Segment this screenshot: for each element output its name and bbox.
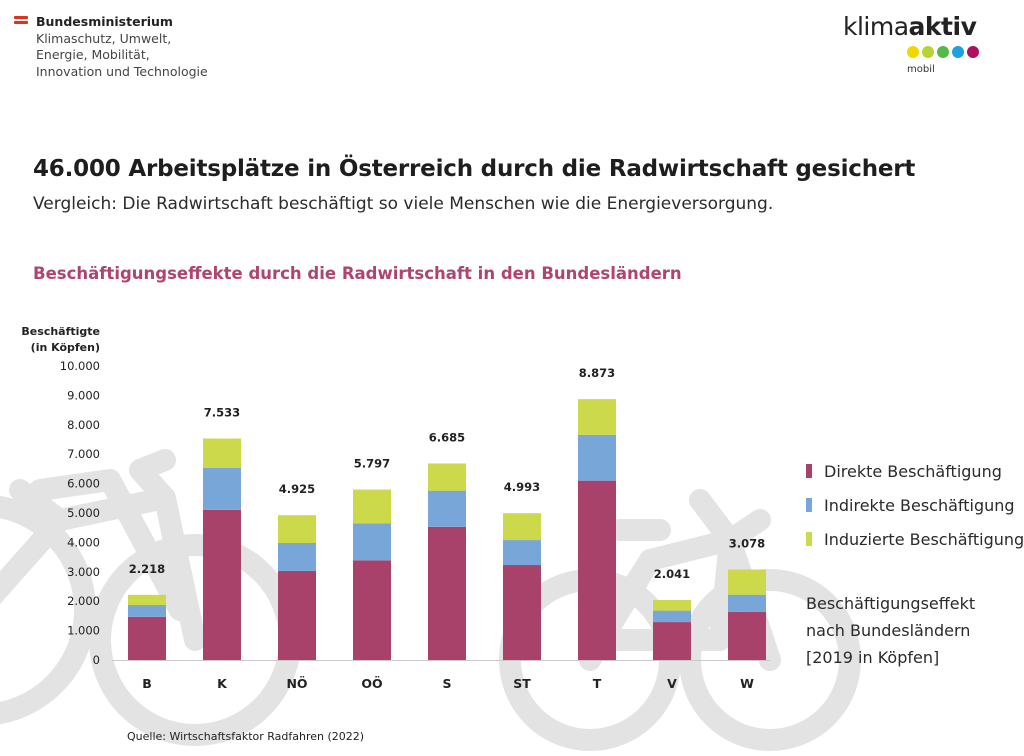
logo-word-light: klima (843, 12, 909, 41)
x-tick-label: W (740, 676, 754, 691)
klimaaktiv-logo: klimaaktiv mobil (843, 12, 993, 75)
y-tick-label: 3.000 (67, 565, 100, 579)
legend-label: Direkte Beschäftigung (824, 461, 1002, 481)
ministry-name-line4: Innovation und Technologie (36, 63, 208, 79)
bar-segment (728, 594, 766, 612)
logo-dot (967, 46, 979, 58)
bar-segment (353, 523, 391, 561)
bar-segment (353, 489, 391, 524)
bar-segment (203, 438, 241, 469)
bar-segment (278, 515, 316, 543)
bar-segment (503, 565, 541, 660)
bar-segment (278, 542, 316, 571)
y-tick-label: 7.000 (67, 447, 100, 461)
bar-segment (578, 399, 616, 435)
bar-segment (578, 480, 616, 660)
bar-segment (428, 526, 466, 660)
legend-swatch (806, 498, 812, 512)
logo-dots-icon (907, 46, 979, 58)
y-axis-label: Beschäftigte (in Köpfen) (14, 324, 100, 356)
bar-segment (128, 594, 166, 606)
legend-swatch (806, 464, 812, 478)
logo-dot (922, 46, 934, 58)
chart-title: Beschäftigungseffekte durch die Radwirts… (33, 264, 682, 283)
legend-item: Indirekte Beschäftigung (806, 488, 1024, 522)
logo-subtitle: mobil (907, 64, 935, 75)
ministry-name-line2: Klimaschutz, Umwelt, (36, 30, 172, 46)
ministry-name-line1: Bundesministerium (36, 14, 173, 29)
page-subtitle: Vergleich: Die Radwirtschaft beschäftigt… (33, 194, 774, 214)
y-tick-label: 1.000 (67, 624, 100, 638)
legend-label: Indirekte Beschäftigung (824, 495, 1015, 515)
y-axis-label-line2: (in Köpfen) (30, 341, 100, 354)
bar-segment (578, 434, 616, 481)
legend-note: Beschäftigungseffekt nach Bundesländern … (806, 590, 975, 671)
bar-segment (428, 463, 466, 491)
bar-total-label: 2.218 (129, 562, 165, 576)
source-note: Quelle: Wirtschaftsfaktor Radfahren (202… (127, 730, 365, 743)
page-title: 46.000 Arbeitsplätze in Österreich durch… (33, 156, 916, 182)
y-tick-label: 0 (93, 653, 100, 667)
bar-total-label: 5.797 (354, 457, 390, 471)
bar-segment (353, 560, 391, 660)
bar-segment (203, 509, 241, 660)
logo-word-bold: aktiv (908, 12, 977, 41)
bar-segment (503, 513, 541, 541)
bar-total-label: 7.533 (204, 406, 240, 420)
y-tick-label: 6.000 (67, 477, 100, 491)
y-tick-label: 8.000 (67, 418, 100, 432)
bar-total-label: 6.685 (429, 430, 465, 444)
legend-label: Induzierte Beschäftigung (824, 529, 1024, 549)
bar-segment (728, 611, 766, 660)
x-tick-label: S (442, 676, 451, 691)
y-tick-label: 9.000 (67, 388, 100, 402)
legend-item: Induzierte Beschäftigung (806, 522, 1024, 556)
logo-dot (907, 46, 919, 58)
bar-segment (428, 490, 466, 527)
bar-segment (278, 570, 316, 660)
y-axis-label-line1: Beschäftigte (21, 325, 100, 338)
bar-total-label: 2.041 (654, 567, 690, 581)
bar-total-label: 3.078 (729, 537, 765, 551)
bar-segment (653, 610, 691, 623)
y-tick-label: 5.000 (67, 506, 100, 520)
y-tick-label: 2.000 (67, 594, 100, 608)
legend-note-line1: Beschäftigungseffekt (806, 594, 976, 613)
legend-note-line2: nach Bundesländern (806, 621, 971, 640)
x-tick-label: ST (513, 676, 531, 691)
bar-segment (728, 569, 766, 595)
ministry-name-line3: Energie, Mobilität, (36, 47, 150, 62)
chart-legend: Direkte Beschäftigung Indirekte Beschäfti… (806, 454, 1024, 556)
legend-note-line3: [2019 in Köpfen] (806, 648, 940, 667)
x-tick-label: V (667, 676, 677, 691)
logo-dot (937, 46, 949, 58)
legend-swatch (806, 532, 812, 546)
bar-total-label: 4.993 (504, 480, 540, 494)
austria-flag-icon (14, 16, 28, 26)
y-tick-label: 4.000 (67, 535, 100, 549)
bar-total-label: 4.925 (279, 482, 315, 496)
bar-segment (203, 468, 241, 510)
bar-total-label: 8.873 (579, 366, 615, 380)
bicycle-watermark-icon (0, 449, 861, 751)
bar-segment (653, 622, 691, 660)
bar-segment (128, 605, 166, 617)
x-tick-label: OÖ (361, 676, 382, 691)
x-tick-label: B (142, 676, 152, 691)
x-tick-label: T (593, 676, 602, 691)
bar-segment (653, 599, 691, 611)
bar-segment (503, 540, 541, 566)
logo-dot (952, 46, 964, 58)
bar-segment (128, 616, 166, 660)
x-tick-label: NÖ (286, 676, 307, 691)
y-tick-label: 10.000 (60, 359, 100, 373)
legend-item: Direkte Beschäftigung (806, 454, 1024, 488)
x-tick-label: K (217, 676, 228, 691)
